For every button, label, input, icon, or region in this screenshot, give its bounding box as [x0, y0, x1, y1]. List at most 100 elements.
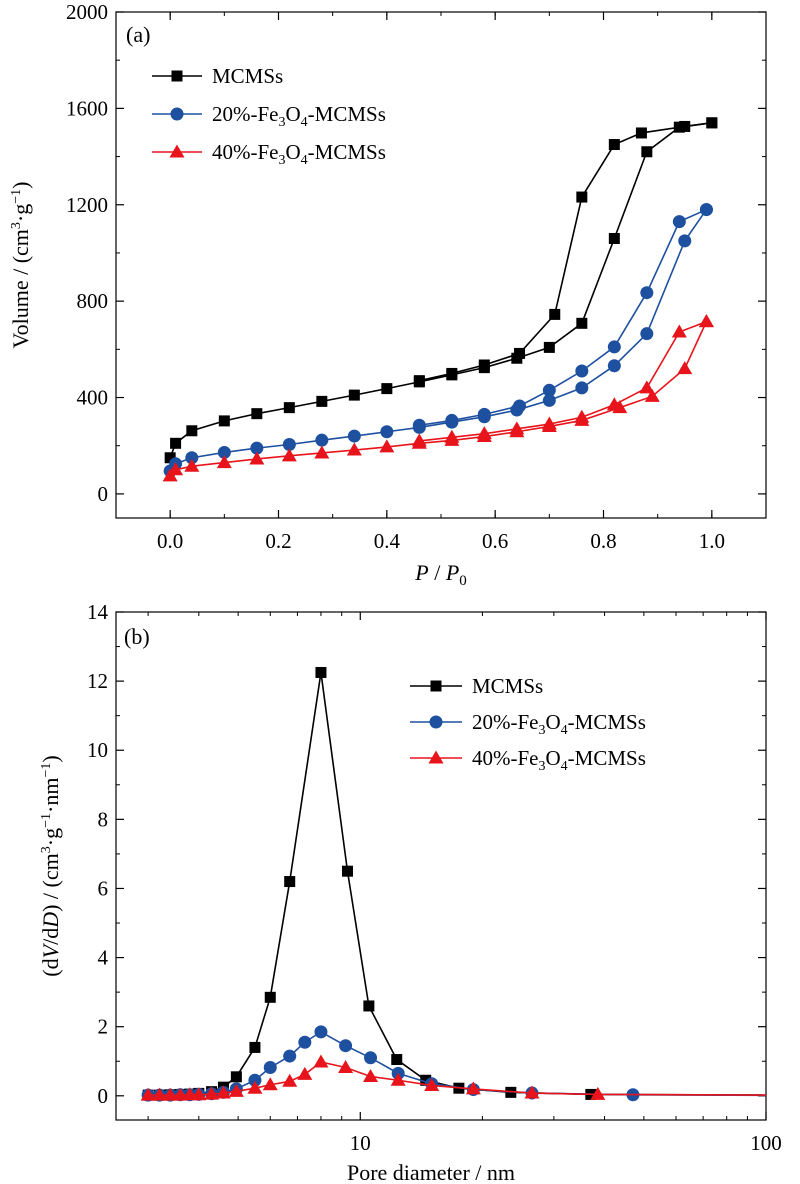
y-tick-label: 2000: [66, 0, 108, 24]
series-line: [148, 1061, 767, 1096]
data-point: [390, 1072, 406, 1086]
desorption-line: [419, 320, 707, 442]
y-tick-label: 400: [77, 386, 109, 410]
adsorption-point: [250, 441, 264, 455]
data-point: [284, 876, 296, 888]
legend: MCMSs 20%-Fe3O4-MCMSs 40%-Fe3O4-MCMSs: [410, 674, 646, 774]
adsorption-point: [678, 234, 692, 248]
x-tick-label: 0.6: [482, 529, 508, 553]
adsorption-point: [216, 455, 232, 469]
adsorption-point: [184, 458, 200, 472]
y-axis-title: Volume / (cm3·g−1): [8, 182, 33, 349]
adsorption-point: [644, 388, 660, 402]
adsorption-point: [607, 359, 621, 373]
data-point: [140, 1087, 156, 1101]
data-point: [191, 1087, 207, 1101]
series-line: [148, 672, 767, 1096]
data-point: [230, 1071, 242, 1083]
series-2: [162, 314, 714, 482]
x-tick-label: 0.0: [157, 529, 183, 553]
desorption-point: [574, 409, 590, 423]
adsorption-point: [218, 415, 230, 427]
data-point: [228, 1083, 244, 1097]
y-tick-label: 8: [98, 807, 109, 831]
adsorption-point: [381, 383, 393, 395]
data-point: [215, 1085, 231, 1099]
desorption-point: [706, 117, 718, 129]
desorption-point: [672, 215, 686, 229]
desorption-point: [411, 433, 427, 447]
adsorption-point: [315, 433, 329, 447]
panel-a-isotherm-chart: 0.0 0.2 0.4 0.6 0.8 1.0 0 400 800 1200 1600 2000 P /…: [8, 0, 767, 589]
data-point: [314, 1025, 328, 1039]
desorption-point: [606, 397, 622, 411]
desorption-point: [413, 375, 425, 387]
legend-marker: [428, 750, 444, 764]
data-point: [338, 1059, 354, 1073]
data-point: [363, 1068, 379, 1082]
legend-marker: [429, 715, 443, 729]
adsorption-point: [543, 341, 555, 353]
data-point: [262, 1077, 278, 1091]
adsorption-point: [641, 146, 653, 158]
y-tick-label: 6: [98, 876, 109, 900]
desorption-point: [476, 426, 492, 440]
desorption-line: [419, 122, 712, 382]
desorption-point: [698, 314, 714, 328]
desorption-point: [576, 191, 588, 203]
data-point: [204, 1086, 220, 1100]
adsorption-point: [316, 395, 328, 407]
adsorption-point: [348, 389, 360, 401]
series-1: [163, 203, 713, 478]
data-point: [364, 1051, 378, 1065]
adsorption-point: [347, 429, 361, 443]
adsorption-point: [186, 425, 198, 437]
x-tick-label: 10: [350, 1131, 371, 1155]
desorption-point: [446, 367, 458, 379]
data-point: [263, 1060, 277, 1074]
adsorption-point: [677, 361, 693, 375]
adsorption-point: [249, 451, 265, 465]
desorption-point: [513, 399, 527, 413]
desorption-point: [608, 139, 620, 151]
x-tick-label: 1.0: [699, 529, 725, 553]
desorption-point: [639, 380, 655, 394]
desorption-point: [640, 286, 654, 300]
data-point: [424, 1077, 440, 1091]
y-axis-title: (dV/dD) / (cm3·g−1·nm−1): [38, 755, 63, 976]
desorption-point: [477, 407, 491, 421]
desorption-point: [549, 308, 561, 320]
adsorption-point: [576, 317, 588, 329]
adsorption-point: [608, 232, 620, 244]
data-point: [590, 1086, 606, 1100]
desorption-point: [542, 383, 556, 397]
adsorption-point: [380, 425, 394, 439]
y-tick-label: 12: [87, 669, 108, 693]
y-tick-label: 14: [87, 600, 109, 624]
adsorption-point: [575, 381, 589, 395]
adsorption-point: [346, 442, 362, 456]
y-tick-label: 0: [98, 1084, 109, 1108]
data-point: [315, 666, 327, 678]
desorption-point: [607, 340, 621, 354]
adsorption-point: [168, 462, 184, 476]
desorption-point: [444, 429, 460, 443]
adsorption-point: [185, 451, 199, 465]
legend-label: 40%-Fe3O4-MCMSs: [212, 140, 386, 168]
data-point: [248, 1073, 262, 1087]
x-tick-label: 0.8: [590, 529, 616, 553]
legend-label: MCMSs: [212, 64, 283, 88]
y-tick-label: 800: [77, 289, 109, 313]
data-point: [391, 1054, 403, 1066]
y-tick-label: 2: [98, 1015, 109, 1039]
legend-label: 20%-Fe3O4-MCMSs: [472, 710, 646, 738]
adsorption-point: [640, 327, 654, 341]
y-tick-label: 4: [98, 946, 109, 970]
data-point: [283, 1049, 297, 1063]
adsorption-line: [169, 209, 708, 472]
data-point: [524, 1085, 540, 1099]
desorption-point: [671, 324, 687, 338]
adsorption-point: [379, 439, 395, 453]
adsorption-point: [281, 448, 297, 462]
